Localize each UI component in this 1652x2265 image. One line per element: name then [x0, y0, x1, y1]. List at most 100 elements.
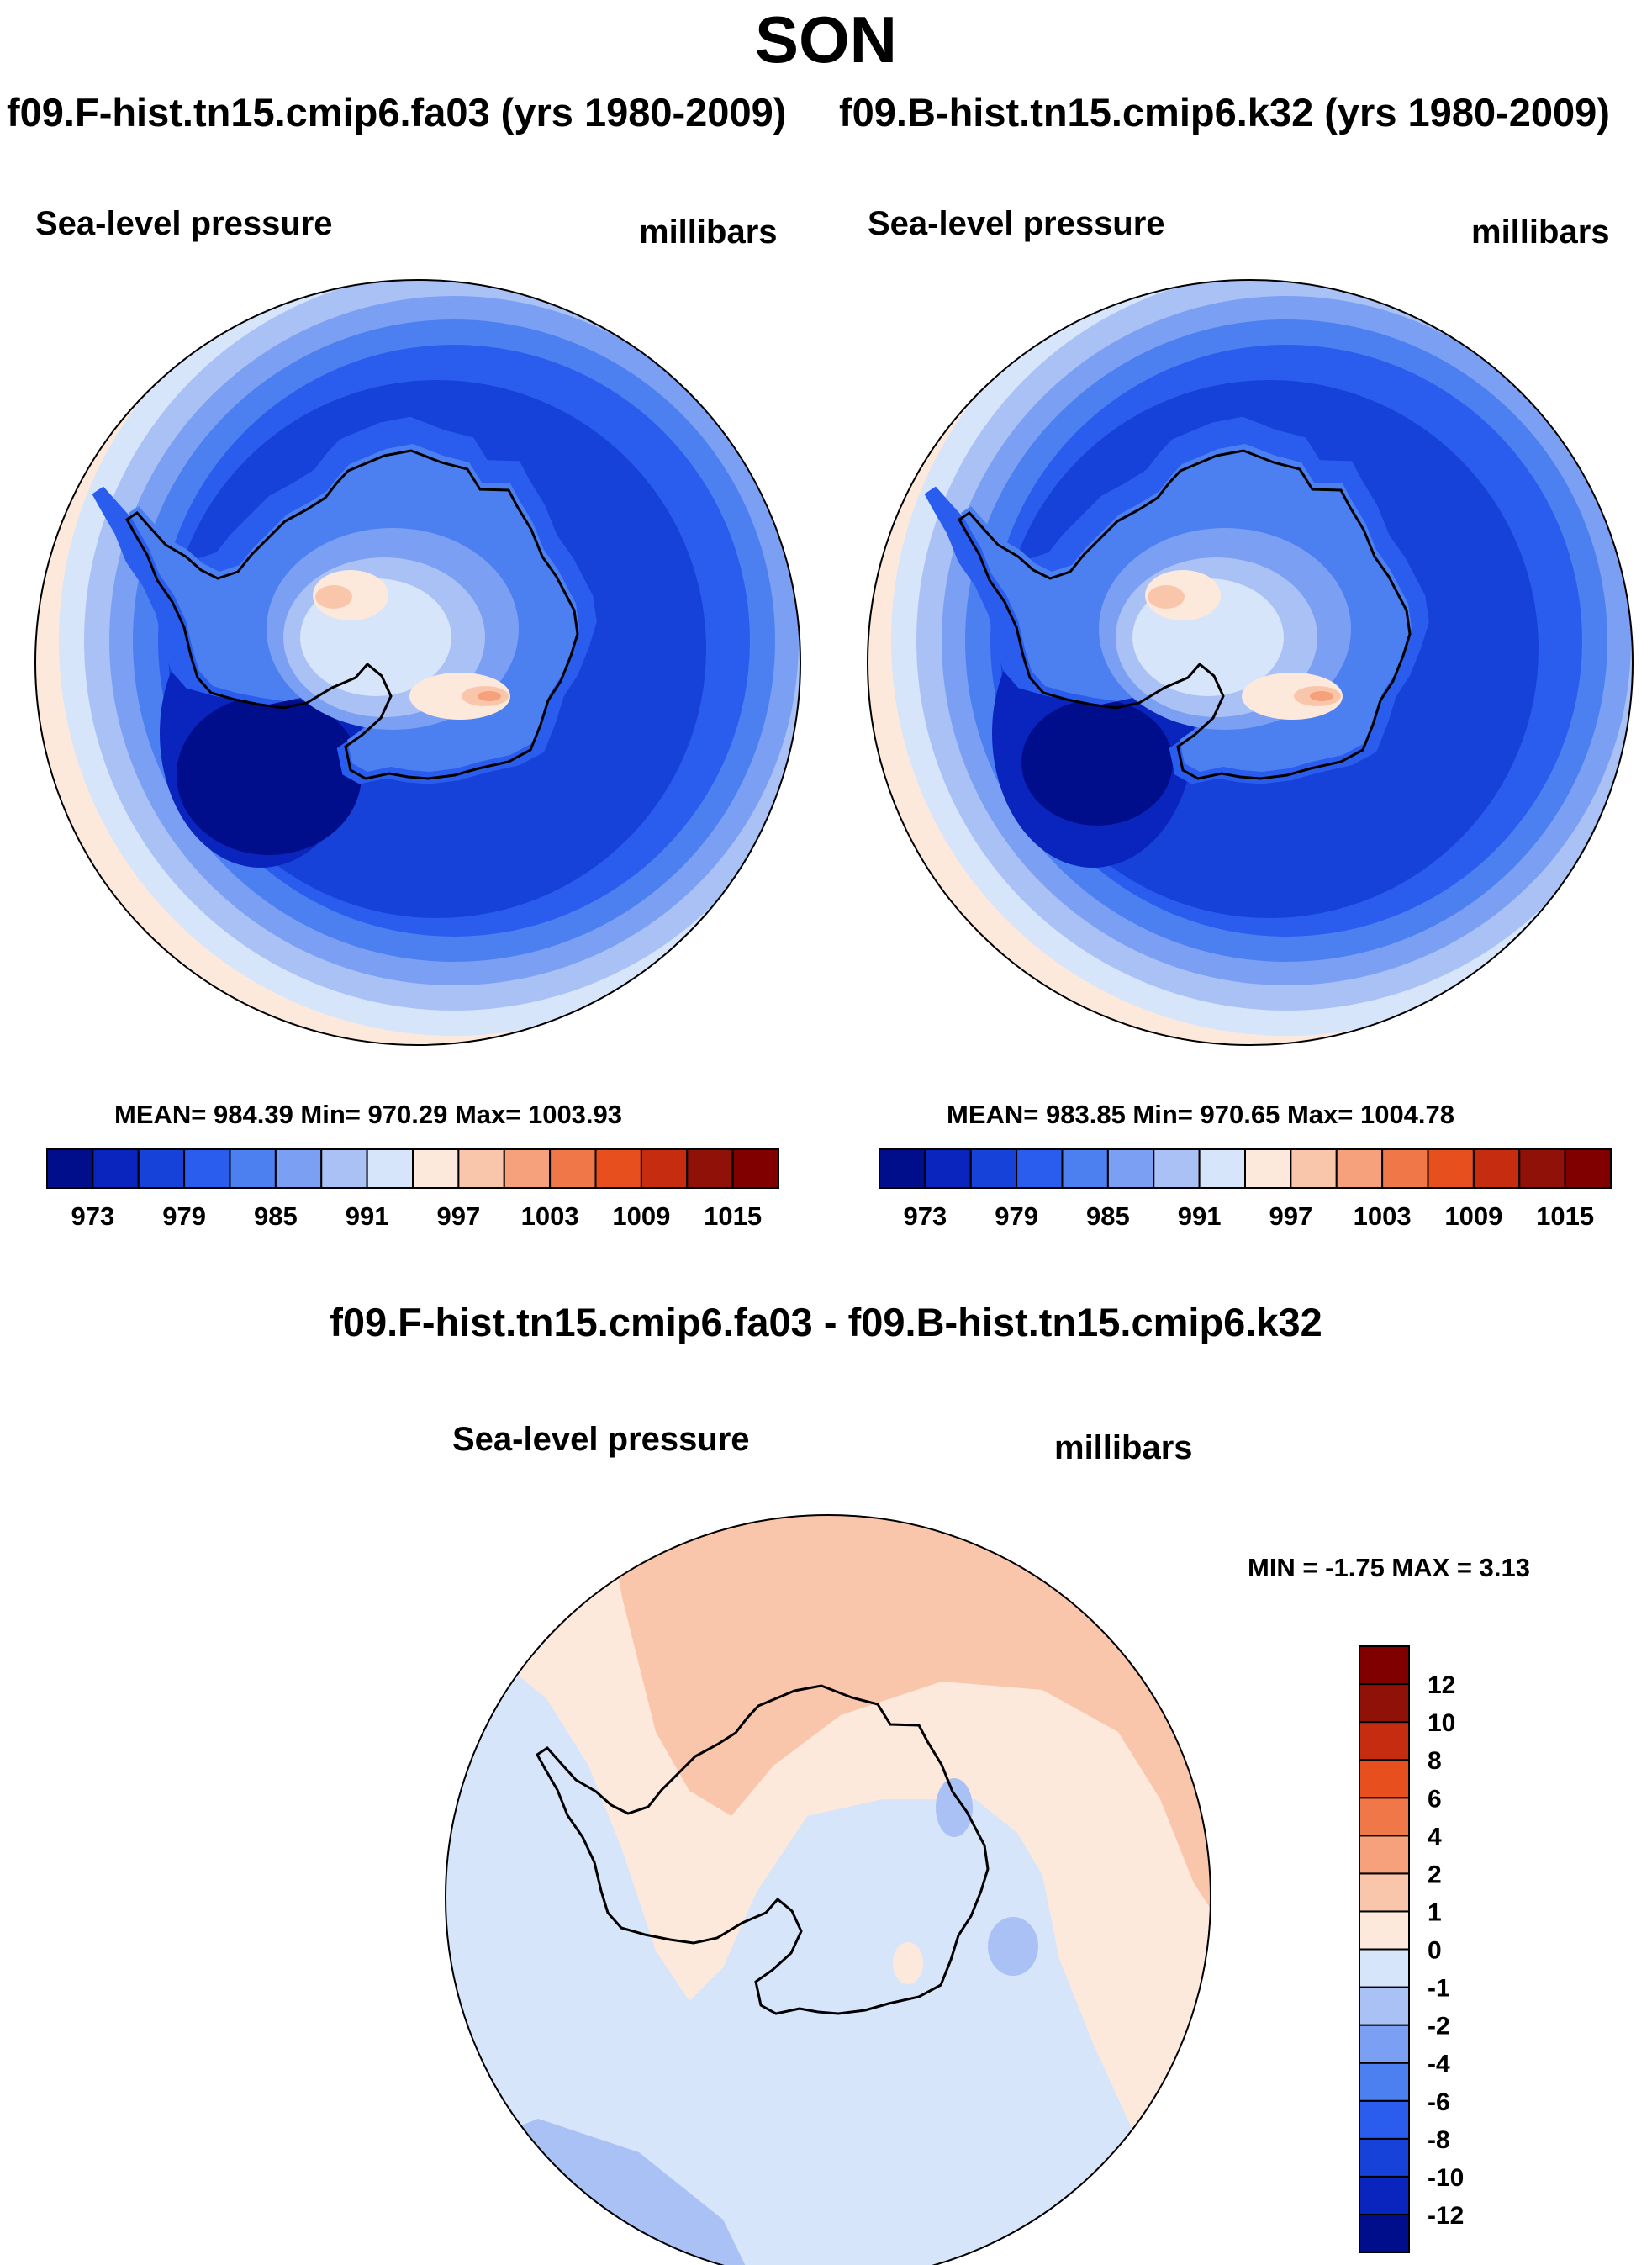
- diff-colorbar-tick-label: -1: [1428, 1975, 1450, 2003]
- right-colorbar-tick-label: 1003: [1354, 1201, 1412, 1231]
- diff-map: [446, 1515, 1211, 2265]
- right-colorbar-tick-label: 979: [995, 1201, 1038, 1231]
- diff-colorbar-tick-label: -4: [1428, 2051, 1450, 2078]
- right-stats: MEAN= 983.85 Min= 970.65 Max= 1004.78: [947, 1100, 1455, 1129]
- right-colorbar-tick-label: 997: [1269, 1201, 1313, 1231]
- diff-colorbar-box: [1359, 2099, 1410, 2140]
- diff-colorbar-box: [1359, 1683, 1410, 1724]
- diff-colorbar-box: [1359, 1645, 1410, 1686]
- right-colorbar-tick-label: 985: [1086, 1201, 1130, 1231]
- left-colorbar-box: [503, 1148, 552, 1189]
- diff-colorbar-box: [1359, 2062, 1410, 2102]
- diff-colorbar-box: [1359, 1797, 1410, 1837]
- left-colorbar-box: [412, 1148, 460, 1189]
- diff-colorbar-box: [1359, 1910, 1410, 1951]
- right-colorbar-tick-label: 1009: [1444, 1201, 1502, 1231]
- diff-colorbar-box: [1359, 1721, 1410, 1761]
- left-colorbar-tick-label: 1009: [612, 1201, 670, 1231]
- diff-colorbar-box: [1359, 1835, 1410, 1875]
- left-colorbar-tick-label: 991: [346, 1201, 389, 1231]
- right-antarctica: [924, 416, 1429, 784]
- right-map-border: [867, 279, 1634, 1046]
- diff-colorbar-tick-label: -10: [1428, 2164, 1464, 2192]
- left-colorbar-tick-label: 973: [71, 1201, 115, 1231]
- left-colorbar-box: [320, 1148, 368, 1189]
- left-colorbar-box: [92, 1148, 140, 1189]
- diff-colorbar-tick-label: 0: [1428, 1937, 1442, 1965]
- right-colorbar-box: [1244, 1148, 1292, 1189]
- right-colorbar-box: [1427, 1148, 1475, 1189]
- left-colorbar-tick-label: 1015: [704, 1201, 762, 1231]
- right-units-label: millibars: [1471, 214, 1610, 251]
- right-colorbar-box: [1198, 1148, 1246, 1189]
- left-colorbar-box: [594, 1148, 642, 1189]
- case-b-title: f09.B-hist.tn15.cmip6.k32 (yrs 1980-2009…: [839, 90, 1610, 135]
- left-colorbar-box: [640, 1148, 689, 1189]
- diff-units-label: millibars: [1054, 1429, 1193, 1466]
- diff-colorbar-tick-label: 6: [1428, 1785, 1442, 1813]
- left-colorbar-box: [457, 1148, 505, 1189]
- diff-colorbar-tick-label: -12: [1428, 2202, 1464, 2230]
- diff-colorbar-tick-label: -8: [1428, 2126, 1450, 2154]
- left-colorbar-tick-label: 997: [437, 1201, 481, 1231]
- case-a-title: f09.F-hist.tn15.cmip6.fa03 (yrs 1980-200…: [7, 90, 787, 135]
- diff-colorbar-tick-label: 4: [1428, 1823, 1442, 1851]
- right-colorbar-box: [1564, 1148, 1612, 1189]
- right-colorbar-box: [1472, 1148, 1521, 1189]
- diff-colorbar-tick-label: 2: [1428, 1861, 1442, 1888]
- right-colorbar-box: [924, 1148, 972, 1189]
- left-colorbar-box: [46, 1148, 94, 1189]
- diff-variable-label: Sea-level pressure: [452, 1421, 750, 1458]
- right-colorbar-box: [1381, 1148, 1429, 1189]
- left-map-border: [34, 279, 801, 1046]
- diff-colorbar-tick-label: 8: [1428, 1747, 1442, 1775]
- left-colorbar-box: [183, 1148, 231, 1189]
- right-colorbar-box: [1106, 1148, 1155, 1189]
- right-colorbar-tick-label: 991: [1178, 1201, 1222, 1231]
- left-variable-label: Sea-level pressure: [35, 205, 333, 242]
- right-colorbar-box: [969, 1148, 1018, 1189]
- diff-colorbar-box: [1359, 2213, 1410, 2253]
- diff-colorbar-box: [1359, 2175, 1410, 2215]
- left-colorbar: 973 979 985 991 997 1003 1009 1015: [46, 1148, 779, 1231]
- diff-colorbar-box: [1359, 1872, 1410, 1913]
- left-colorbar-box: [731, 1148, 779, 1189]
- right-colorbar-tick-label: 1015: [1536, 1201, 1594, 1231]
- left-colorbar-box: [549, 1148, 597, 1189]
- diff-colorbar-tick-label: -6: [1428, 2088, 1450, 2116]
- left-colorbar-box: [686, 1148, 734, 1189]
- left-colorbar-box: [229, 1148, 277, 1189]
- diff-colorbar-box: [1359, 1759, 1410, 1799]
- left-units-label: millibars: [639, 214, 778, 251]
- diff-colorbar-tick-label: 1: [1428, 1898, 1442, 1926]
- diff-colorbar-tick-label: 10: [1428, 1709, 1455, 1737]
- diff-stats: MIN = -1.75 MAX = 3.13: [1248, 1553, 1530, 1582]
- diff-colorbar-tick-label: 12: [1428, 1671, 1455, 1699]
- left-colorbar-box: [137, 1148, 186, 1189]
- right-colorbar: 973 979 985 991 997 1003 1009 1015: [879, 1148, 1612, 1231]
- right-colorbar-box: [1153, 1148, 1201, 1189]
- right-colorbar-box: [1290, 1148, 1338, 1189]
- right-map: [868, 280, 1633, 1045]
- diff-colorbar-box: [1359, 2024, 1410, 2064]
- left-colorbar-tick-label: 1003: [521, 1201, 579, 1231]
- right-colorbar-box: [1061, 1148, 1109, 1189]
- figure-title: SON: [754, 3, 898, 77]
- right-colorbar-tick-label: 973: [904, 1201, 947, 1231]
- left-colorbar-tick-label: 985: [254, 1201, 298, 1231]
- right-variable-label: Sea-level pressure: [868, 205, 1165, 242]
- left-stats: MEAN= 984.39 Min= 970.29 Max= 1003.93: [114, 1100, 623, 1129]
- diff-colorbar-box: [1359, 1986, 1410, 2026]
- diff-colorbar-box: [1359, 2137, 1410, 2178]
- left-antarctica: [92, 416, 597, 784]
- diff-map-border: [445, 1514, 1211, 2265]
- left-colorbar-box: [366, 1148, 414, 1189]
- right-colorbar-box: [1335, 1148, 1384, 1189]
- right-colorbar-box: [879, 1148, 926, 1189]
- left-colorbar-tick-label: 979: [162, 1201, 206, 1231]
- left-map: [35, 280, 800, 1045]
- diff-title: f09.F-hist.tn15.cmip6.fa03 - f09.B-hist.…: [330, 1300, 1322, 1344]
- diff-colorbar-box: [1359, 1948, 1410, 1988]
